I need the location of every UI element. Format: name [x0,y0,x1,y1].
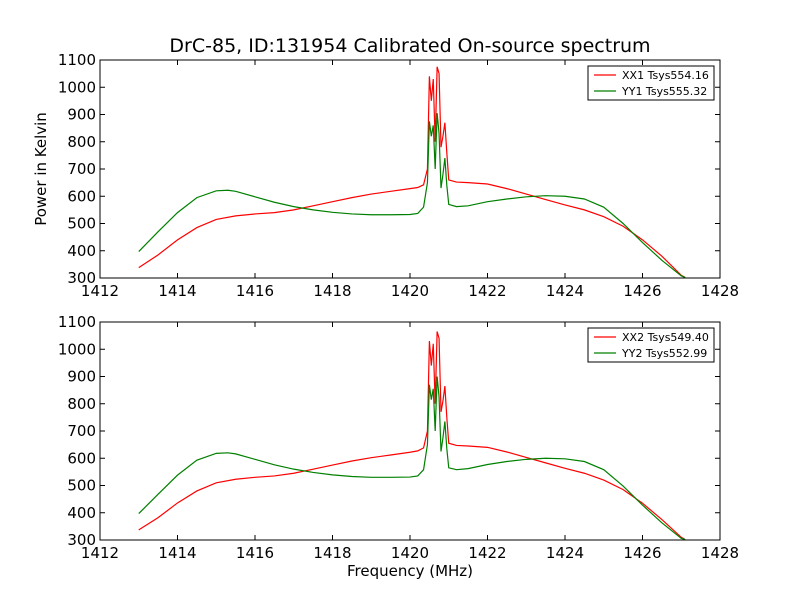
x-tick-label: 1428 [701,282,739,300]
panel-2: 1412 1414 1416 1418 1420 1422 1424 1426 1428 300 4… [58,313,739,580]
y-tick-label: 400 [67,504,96,522]
y-tick-label: 900 [67,368,96,386]
x-tick-label: 1418 [313,544,351,562]
y-tick-label: 600 [67,449,96,467]
y-tick-label: 300 [67,269,96,287]
legend-entry: YY1 Tsys555.32 [621,85,707,98]
series-line-xx1 [138,66,686,278]
x-tick-label: 1412 [81,544,119,562]
y-axis-label: Power in Kelvin [32,112,50,226]
legend-box [587,65,715,101]
y-tick-label: 1100 [58,51,96,69]
y-tick-label: 400 [67,242,96,260]
x-tick-label: 1416 [236,544,274,562]
legend-box [587,327,715,363]
x-axis-label: Frequency (MHz) [347,562,473,580]
y-tick-label: 1000 [58,340,96,358]
y-tick-label: 800 [67,133,96,151]
y-tick-label: 500 [67,215,96,233]
series-line-yy1 [138,113,686,278]
y-tick-label: 700 [67,160,96,178]
y-tick-label: 900 [67,106,96,124]
y-tick-label: 600 [67,187,96,205]
x-tick-label: 1428 [701,544,739,562]
x-tick-label: 1426 [623,282,661,300]
y-tick-label: 700 [67,422,96,440]
x-tick-label: 1416 [236,282,274,300]
x-tick-label: 1424 [546,544,584,562]
chart-title: DrC-85, ID:131954 Calibrated On-source s… [169,35,650,57]
y-tick-label: 1000 [58,78,96,96]
series-line-yy2 [138,376,686,540]
panel-1: 1412 1414 1416 1418 1420 1422 1424 1426 1428 300 4… [32,51,739,300]
x-tick-label: 1420 [391,282,429,300]
x-tick-label: 1422 [468,544,506,562]
x-tick-label: 1414 [158,544,196,562]
y-tick-label: 500 [67,477,96,495]
x-tick-label: 1412 [81,282,119,300]
legend-entry: XX2 Tsys549.40 [622,331,709,344]
series-line-xx2 [138,331,686,540]
y-tick-label: 1100 [58,313,96,331]
x-tick-label: 1418 [313,282,351,300]
x-tick-label: 1414 [158,282,196,300]
legend-entry: YY2 Tsys552.99 [621,347,707,360]
y-tick-label: 300 [67,531,96,549]
x-tick-label: 1420 [391,544,429,562]
legend-entry: XX1 Tsys554.16 [622,69,709,82]
y-tick-label: 800 [67,395,96,413]
x-tick-label: 1422 [468,282,506,300]
x-tick-label: 1426 [623,544,661,562]
x-tick-label: 1424 [546,282,584,300]
